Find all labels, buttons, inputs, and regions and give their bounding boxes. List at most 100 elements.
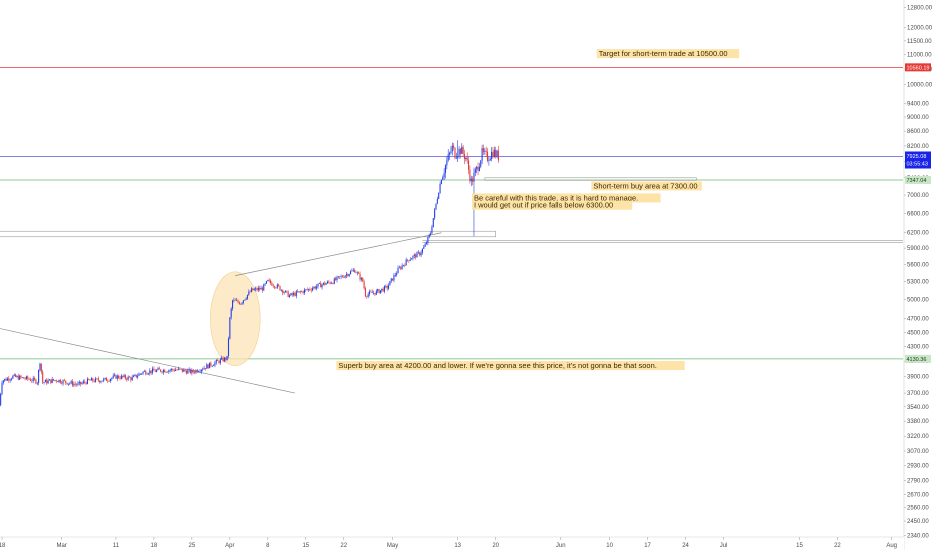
candle-body <box>264 283 266 285</box>
time-axis[interactable]: 18 Mar 11 18 25 Apr 8 15 22 May 13 20 Jun 10 17 24 Jul 15… <box>0 536 904 550</box>
time-tick-label: 25 <box>189 543 196 549</box>
annotation-bg <box>471 193 661 203</box>
price-axis[interactable]: 12800.0012000.0011500.0011000.0010500.00… <box>903 0 932 550</box>
candle-body <box>283 292 285 293</box>
candle-body <box>260 287 262 290</box>
price-tick-label: 11000.00 <box>907 53 932 59</box>
candle-body <box>383 286 386 292</box>
candle-body <box>181 369 183 372</box>
candle-body <box>411 258 413 260</box>
candle-body <box>66 382 68 385</box>
target-zone-box[interactable] <box>484 177 697 181</box>
candle-body <box>267 279 269 282</box>
candle-body <box>207 364 209 369</box>
candle-body <box>160 369 162 372</box>
candle-body <box>130 377 132 380</box>
price-tick-label: 5600.00 <box>907 262 929 268</box>
candle-body <box>397 267 399 274</box>
candle-body <box>234 299 236 301</box>
annotation-text: Target for short-term trade at 10500.00 <box>599 49 728 58</box>
candle-body <box>161 371 163 373</box>
time-tick-label: Jul <box>720 543 728 549</box>
candle-body <box>214 362 216 366</box>
candle-body <box>382 288 384 292</box>
candle-body <box>489 158 491 161</box>
candle-body <box>425 242 428 245</box>
candle-body <box>337 276 339 278</box>
candle-body <box>371 291 373 294</box>
time-tick-label: Mar <box>57 543 67 549</box>
candle-body <box>81 382 83 385</box>
time-tick-label: May <box>387 543 398 549</box>
candle-body <box>170 368 173 371</box>
candle-body <box>77 383 79 385</box>
candle-body <box>84 381 86 383</box>
candle-body <box>118 375 120 379</box>
candle-body <box>354 270 356 273</box>
candle-body <box>413 254 415 256</box>
candle-body <box>100 381 102 383</box>
candle-body <box>314 286 316 289</box>
price-tick-label: 6200.00 <box>907 231 929 237</box>
zones <box>0 177 903 243</box>
candle-body <box>291 293 293 295</box>
candle-body <box>244 299 246 301</box>
candle-body <box>67 383 70 385</box>
candle-body <box>428 234 430 238</box>
time-tick-label: 18 <box>151 543 158 549</box>
candle-body <box>52 378 55 381</box>
trendline[interactable] <box>0 325 296 394</box>
candle-body <box>164 370 166 373</box>
time-tick-label: 15 <box>302 543 309 549</box>
candle-body <box>194 371 196 373</box>
time-tick-label: 18 <box>0 543 6 549</box>
candle-body <box>54 380 56 381</box>
candle-body <box>322 282 324 285</box>
candle-body <box>366 296 368 297</box>
candle-body <box>482 148 485 152</box>
candle-body <box>276 284 278 288</box>
candle-body <box>246 294 249 299</box>
candle-body <box>10 378 13 380</box>
candle-body <box>297 291 299 293</box>
candle-body <box>27 376 29 379</box>
candle-body <box>38 369 40 383</box>
countdown-label: 03:55:43 <box>907 162 928 168</box>
trendline[interactable] <box>235 232 442 276</box>
candle-body <box>333 278 335 284</box>
candle-body <box>34 377 36 380</box>
candle-body <box>305 289 307 291</box>
candle-body <box>198 371 200 373</box>
candle-body <box>168 370 170 372</box>
candle-body <box>468 160 470 170</box>
highlight-ellipse-shape[interactable] <box>210 271 261 367</box>
candle-body <box>438 193 440 199</box>
candle-body <box>446 160 448 166</box>
candle-body <box>252 288 254 291</box>
candle-body <box>24 378 26 380</box>
annotation-text: Be careful with this trade, as it is har… <box>474 193 638 202</box>
candle-body <box>0 393 2 406</box>
price-tick-label: 12800.00 <box>907 6 932 12</box>
candle-body <box>120 375 122 379</box>
candle-body <box>114 374 116 376</box>
candle-body <box>367 294 369 297</box>
support-zone-box[interactable] <box>0 230 496 238</box>
candle-body <box>394 274 396 276</box>
candle-body <box>65 380 67 383</box>
time-tick-label: 13 <box>454 543 461 549</box>
candle-body <box>6 378 8 381</box>
candle-body <box>275 287 277 289</box>
time-tick-label: 17 <box>644 543 651 549</box>
candle-body <box>50 379 52 383</box>
candle-body <box>420 252 422 256</box>
candle-body <box>112 375 114 378</box>
candle-body <box>484 150 486 152</box>
candle-body <box>158 368 160 370</box>
candle-body <box>115 374 117 379</box>
candle-body <box>402 265 404 266</box>
candle-body <box>373 292 375 294</box>
candle-body <box>431 227 433 234</box>
candle-body <box>51 378 53 383</box>
